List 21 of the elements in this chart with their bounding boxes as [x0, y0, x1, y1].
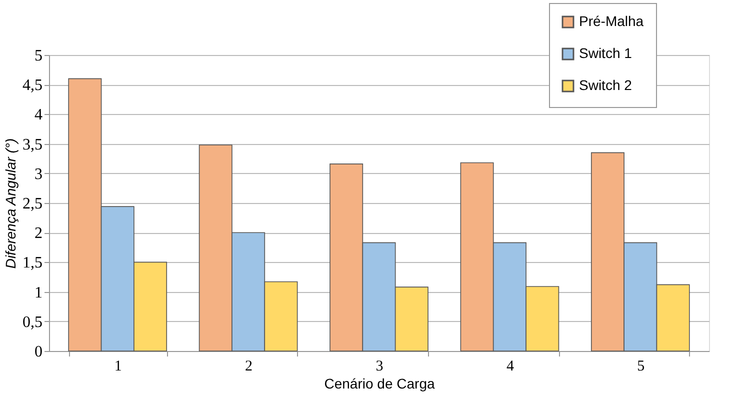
y-tick-label: 1,5 [22, 254, 42, 272]
y-tick-label: 2,5 [22, 196, 42, 212]
legend-label: Switch 2 [579, 77, 632, 93]
legend-label: Switch 1 [579, 45, 632, 61]
x-tick-label: 4 [506, 358, 514, 374]
legend-label: Pré-Malha [579, 13, 644, 29]
y-tick-label: 4 [34, 106, 42, 124]
x-tick-label: 5 [637, 358, 645, 374]
y-tick-label: 0 [34, 344, 42, 360]
y-tick-label: 5 [34, 48, 42, 64]
x-tick-label: 1 [114, 358, 122, 374]
x-axis-title: Cenário de Carga [324, 376, 435, 392]
y-tick-label: 1 [34, 284, 42, 302]
y-tick-label: 0,5 [22, 314, 42, 331]
y-axis-title: Diferença Angular (°) [2, 138, 18, 269]
y-tick-label: 2 [34, 225, 42, 242]
y-tick-label: 3,5 [22, 136, 42, 154]
y-tick-label: 4,5 [22, 77, 42, 94]
x-tick-label: 2 [245, 358, 253, 374]
y-tick-label: 3 [34, 166, 42, 183]
x-tick-label: 3 [376, 358, 384, 374]
